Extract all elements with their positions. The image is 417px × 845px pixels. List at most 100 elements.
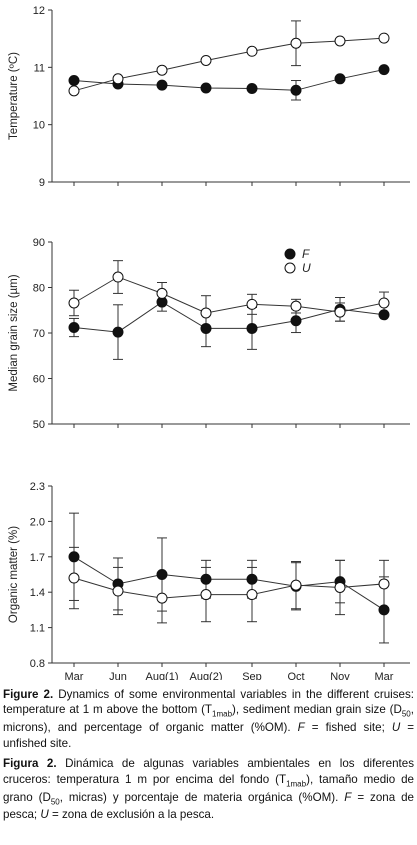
data-point-open [246,45,258,57]
caption-u-symbol: U [40,808,49,822]
temperature-panel: 9 10 11 12 Temperature (ºC) [8,5,410,189]
figure-2: 9 10 11 12 Temperature (ºC) 50 60 70 80 90 Median… [8,5,410,680]
data-point-filled [246,322,258,334]
data-point-filled [378,309,390,321]
data-point-filled [246,83,258,95]
data-point-open [290,579,302,591]
caption-text: = unfished site. [3,721,414,750]
data-point-filled [68,322,80,334]
caption-subscript: 50 [401,709,411,719]
data-point-open [246,589,258,601]
legend-marker-open [284,262,296,274]
data-point-open [200,589,212,601]
data-point-filled [156,569,168,580]
caption-subscript: 1mab [212,709,233,719]
series-line-U [73,37,385,92]
caption-subscript: 1mab [286,778,307,788]
data-point-filled [290,84,302,96]
caption-u-symbol: U [391,721,401,735]
data-point-filled [68,75,80,87]
legend-marker-filled [284,248,296,260]
y-axis-label: Median grain size (µm) [8,274,20,391]
data-point-open [334,35,346,47]
data-point-open [68,85,80,97]
data-point-filled [378,64,390,76]
figure-caption: Figure 2. Dynamics of some environmental… [3,687,414,823]
y-tick-label: 2.0 [30,516,45,528]
y-axis-label: Organic matter (%) [8,526,20,623]
y-tick-label: 2.3 [30,481,45,493]
data-point-open [68,297,80,309]
data-point-filled [156,79,168,91]
y-tick-label: 90 [33,237,45,249]
series-line-F [73,556,385,611]
x-tick-label: Oct [287,671,304,680]
y-axis-label: Temperature (ºC) [8,52,20,140]
caption-english: Figure 2. Dynamics of some environmental… [3,687,414,751]
data-point-open [378,578,390,590]
x-tick-label: Nov [330,671,350,680]
y-tick-label: 80 [33,283,45,295]
data-point-filled [378,604,390,616]
grain-size-panel: 50 60 70 80 90 Median grain size (µm) FU [8,237,410,431]
data-point-filled [334,73,346,85]
caption-f-symbol: F [344,790,352,804]
y-tick-label: 12 [33,5,45,17]
data-point-open [112,271,124,283]
y-tick-label: 60 [33,374,45,386]
y-tick-label: 1.1 [30,623,45,635]
y-tick-label: 11 [34,62,45,74]
caption-label-en: Figure 2. [3,688,54,701]
y-tick-label: 0.8 [30,658,45,670]
data-point-open [378,297,390,309]
caption-text: Dynamics of some environmental variables… [3,688,414,717]
data-point-open [334,581,346,593]
caption-text: ), tamaño medio de grano (D [3,772,415,804]
data-point-open [200,307,212,319]
x-tick-label: Mar [65,671,84,680]
series-line-U [73,577,385,599]
caption-subscript: 50 [50,796,60,806]
caption-text: = zona de exclusión a la pesca. [48,808,215,822]
data-point-open [378,32,390,44]
caption-text: , micras) y porcentaje de materia orgáni… [59,790,345,804]
data-point-open [334,306,346,318]
data-point-filled [200,82,212,94]
x-tick-label: Mar [375,671,394,680]
caption-text: = fished site; [304,721,392,735]
caption-text: ), sediment median grain size (D [232,703,402,717]
series-line-U [73,276,385,314]
legend-label: F [302,247,310,261]
caption-label-es: Figura 2. [3,757,57,771]
y-tick-label: 10 [33,120,45,132]
x-tick-label: Jun [109,671,127,680]
series-line-F [73,69,385,91]
data-point-open [156,592,168,604]
data-point-filled [200,322,212,334]
y-tick-label: 70 [33,328,45,340]
caption-text: = zona de pesca; [3,790,414,822]
organic-matter-panel: 0.8 1.1 1.4 1.7 2.0 2.3 Mar Jun Aug(1) Aug(2) Sep O… [8,481,410,680]
caption-f-symbol: F [297,721,305,735]
y-tick-label: 9 [39,177,45,189]
caption-spanish: Figura 2. Dinámica de algunas variables … [3,756,414,823]
legend-label: U [302,261,311,275]
data-point-filled [68,551,80,563]
data-point-open [290,37,302,49]
caption-text: Dinámica de algunas variables ambientale… [3,757,414,786]
caption-text: , microns), and percentage of organic ma… [3,703,414,735]
y-tick-label: 1.4 [30,587,45,599]
data-point-filled [246,573,258,585]
data-point-filled [112,326,124,338]
data-point-open [156,64,168,76]
x-tick-label: Sep [242,671,262,680]
data-point-open [290,300,302,312]
data-point-open [68,572,80,584]
data-point-open [156,287,168,299]
data-point-filled [200,573,212,585]
y-tick-label: 1.7 [30,552,45,564]
x-tick-label: Aug(1) [145,671,178,680]
data-point-open [246,298,258,310]
data-point-open [112,585,124,597]
data-point-open [112,73,124,85]
